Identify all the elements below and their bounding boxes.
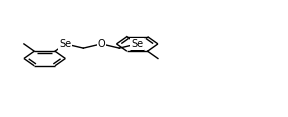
Text: O: O (97, 39, 105, 49)
Text: Se: Se (59, 39, 71, 49)
Text: Se: Se (131, 39, 143, 49)
